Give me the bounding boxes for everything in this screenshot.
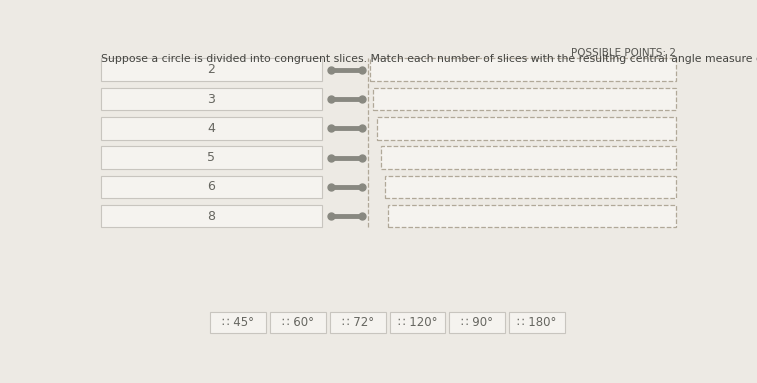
FancyBboxPatch shape xyxy=(101,88,322,110)
FancyBboxPatch shape xyxy=(390,312,445,333)
FancyBboxPatch shape xyxy=(385,175,676,198)
FancyBboxPatch shape xyxy=(377,117,676,140)
FancyBboxPatch shape xyxy=(210,312,266,333)
Text: 3: 3 xyxy=(207,93,215,106)
Text: ∷ 180°: ∷ 180° xyxy=(517,316,556,329)
FancyBboxPatch shape xyxy=(270,312,326,333)
Text: 5: 5 xyxy=(207,151,215,164)
FancyBboxPatch shape xyxy=(388,205,676,228)
FancyBboxPatch shape xyxy=(509,312,565,333)
FancyBboxPatch shape xyxy=(101,146,322,169)
FancyBboxPatch shape xyxy=(101,175,322,198)
Text: ∷ 72°: ∷ 72° xyxy=(341,316,374,329)
Text: ∷ 45°: ∷ 45° xyxy=(223,316,254,329)
FancyBboxPatch shape xyxy=(330,312,385,333)
Text: ∷ 90°: ∷ 90° xyxy=(461,316,493,329)
FancyBboxPatch shape xyxy=(101,205,322,228)
FancyBboxPatch shape xyxy=(381,146,676,169)
Text: Suppose a circle is divided into congruent slices. Match each number of slices w: Suppose a circle is divided into congrue… xyxy=(101,54,757,64)
FancyBboxPatch shape xyxy=(449,312,505,333)
FancyBboxPatch shape xyxy=(101,117,322,140)
Text: 6: 6 xyxy=(207,180,215,193)
Text: POSSIBLE POINTS: 2: POSSIBLE POINTS: 2 xyxy=(571,48,676,58)
Text: ∷ 60°: ∷ 60° xyxy=(282,316,314,329)
Text: 4: 4 xyxy=(207,122,215,135)
FancyBboxPatch shape xyxy=(101,59,322,81)
Text: 2: 2 xyxy=(207,63,215,76)
Text: 8: 8 xyxy=(207,210,215,223)
Text: ∷ 120°: ∷ 120° xyxy=(397,316,437,329)
FancyBboxPatch shape xyxy=(369,59,676,81)
FancyBboxPatch shape xyxy=(373,88,676,110)
